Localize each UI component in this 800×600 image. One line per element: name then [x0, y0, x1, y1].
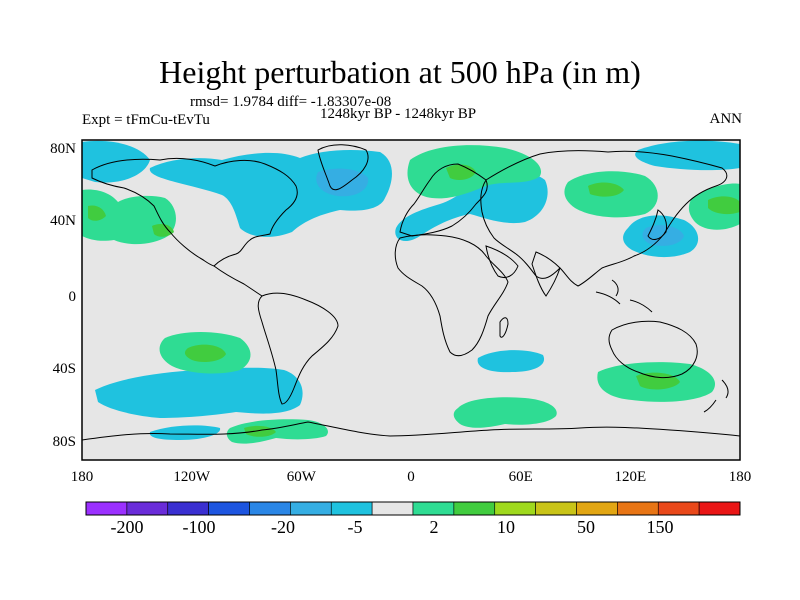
pos-region [226, 419, 328, 444]
colorbar-swatch [167, 501, 209, 516]
colorbar-label: -5 [348, 517, 363, 537]
coast-madagascar [499, 317, 509, 338]
colorbar-label: 150 [647, 517, 674, 537]
latitude-tick-label: 0 [69, 289, 77, 305]
coast-antarctica [82, 421, 740, 441]
longitude-tick-label: 0 [407, 469, 415, 485]
longitude-axis: 180 120W 60W 0 60E 120E 180 [71, 469, 752, 485]
season-label: ANN [709, 111, 743, 127]
coast-arabia [485, 245, 519, 279]
pos-core [708, 196, 740, 215]
pos-region [82, 189, 176, 245]
latitude-tick-label: 40N [50, 213, 76, 229]
coast-japan [647, 209, 667, 240]
colorbar: -200 -100 -20 -5 2 10 50 150 [85, 501, 741, 537]
map-axes: 180 120W 60W 0 60E 120E 180 80N 40N 0 40… [50, 141, 751, 485]
neg-region [635, 140, 740, 171]
colorbar-labels: -200 -100 -20 -5 2 10 50 150 [111, 517, 674, 537]
map-title: Height perturbation at 500 hPa (in m) [159, 54, 641, 90]
stats-label: rmsd= 1.9784 diff= -1.83307e-08 [190, 94, 392, 110]
colorbar-label: 2 [430, 517, 439, 537]
neg-region [477, 350, 545, 373]
colorbar-swatch [576, 501, 618, 516]
coast-asia [480, 150, 728, 287]
colorbar-label: -200 [111, 517, 144, 537]
coast-europe [399, 163, 488, 237]
pos-core [152, 224, 174, 237]
coast-africa [394, 234, 509, 357]
latitude-tick-label: 80S [53, 434, 76, 450]
coast-south-america [257, 292, 339, 405]
latitude-axis: 80N 40N 0 40S 80S [50, 141, 76, 450]
pos-region [453, 397, 557, 428]
coast-india [531, 251, 561, 297]
colorbar-swatch [371, 501, 414, 516]
longitude-tick-label: 60W [287, 469, 317, 485]
colorbar-swatch [617, 501, 659, 516]
coast-greenland [317, 144, 369, 191]
longitude-tick-label: 60E [509, 469, 533, 485]
neg-region [395, 171, 548, 242]
period-label: 1248kyr BP - 1248kyr BP [320, 106, 477, 122]
colorbar-swatch [330, 501, 373, 516]
pos-core [88, 205, 106, 221]
longitude-tick-label: 180 [71, 469, 94, 485]
neg-region [149, 425, 221, 440]
longitude-tick-label: 120E [614, 469, 646, 485]
coast-maritime-se-asia [595, 279, 653, 313]
colorbar-swatch [412, 501, 455, 516]
colorbar-swatch [535, 501, 577, 516]
coast-new-zealand [703, 379, 729, 413]
colorbar-label: -100 [183, 517, 216, 537]
coast-central-america [213, 265, 263, 297]
longitude-tick-label: 120W [173, 469, 211, 485]
latitude-tick-label: 80N [50, 141, 76, 157]
pos-core [588, 182, 624, 197]
colorbar-swatches [85, 501, 741, 516]
contour-field [82, 140, 740, 444]
positive-anomaly-cores [88, 164, 740, 437]
pos-core [184, 344, 226, 362]
experiment-label: Expt = tFmCu-tEvTu [82, 112, 210, 128]
map-frame [81, 139, 741, 461]
colorbar-swatch [698, 501, 741, 516]
coast-north-america [91, 157, 298, 267]
colorbar-swatch [85, 501, 128, 516]
colorbar-swatch [126, 501, 169, 516]
longitude-tick-label: 180 [729, 469, 752, 485]
neg-core [316, 168, 369, 197]
neg-region [95, 367, 303, 418]
colorbar-label: 10 [497, 517, 515, 537]
latitude-tick-label: 40S [53, 361, 76, 377]
pos-core [244, 425, 276, 437]
colorbar-frame [85, 501, 741, 516]
coast-australia [608, 320, 698, 379]
pos-core [636, 372, 680, 390]
colorbar-label: 50 [577, 517, 595, 537]
colorbar-label: -20 [271, 517, 295, 537]
colorbar-swatch [657, 501, 700, 516]
colorbar-swatch [290, 501, 332, 516]
colorbar-swatch [453, 501, 496, 516]
colorbar-swatch [208, 501, 250, 516]
coastlines [82, 144, 740, 441]
colorbar-swatch [494, 501, 536, 516]
colorbar-swatch [249, 501, 291, 516]
